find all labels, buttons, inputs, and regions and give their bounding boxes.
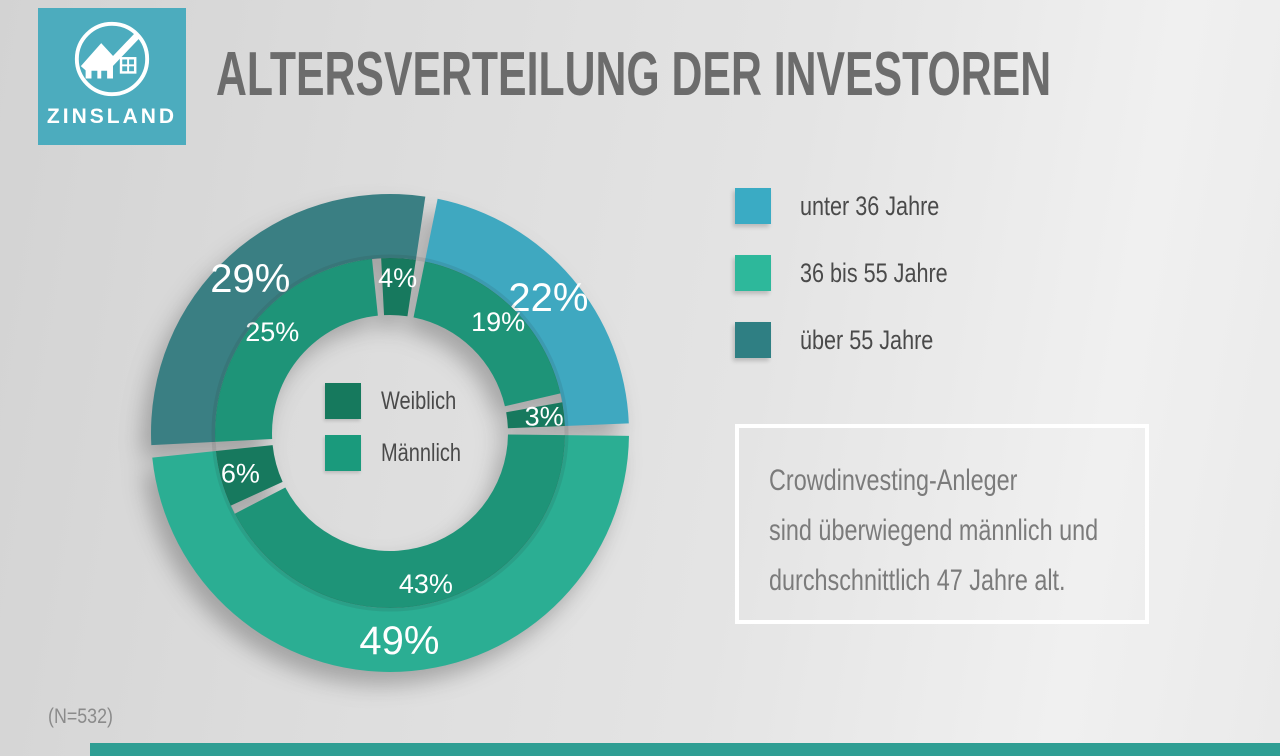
gender-legend-item-weiblich: Weiblich [325,383,481,419]
inner-segment-maennlich-36-bis-55-jahre [234,434,565,609]
age-legend-item-unter-36: unter 36 Jahre [735,188,985,224]
segment-value-label: 19% [471,307,525,337]
summary-box: Crowdinvesting-Anleger sind überwiegend … [735,424,1149,624]
maennlich-color-swatch [325,435,361,471]
weiblich-color-swatch [325,383,361,419]
segment-value-label: 6% [221,459,260,489]
segment-value-label: 22% [508,276,588,320]
outer-segment-ueber-55-jahre [151,194,426,446]
page-title: ALTERSVERTEILUNG DER INVESTOREN [216,40,1052,109]
zinsland-logo-icon [74,21,150,97]
segment-value-label: 25% [245,317,299,347]
gender-legend-item-maennlich: Männlich [325,435,481,471]
zinsland-logo: ZINSLAND [38,8,186,145]
age-legend-label: unter 36 Jahre [800,190,940,221]
gender-legend-label: Weiblich [381,386,457,415]
inner-segment-weiblich-36-bis-55-jahre [215,445,283,506]
gender-legend-label: Männlich [381,438,462,467]
footer-accent-bar [90,743,1280,756]
donut-svg: 22% 49% 29% 19% 3% 43% 6% 25% 4% [151,194,629,672]
age-legend-item-36-bis-55: 36 bis 55 Jahre [735,255,985,291]
inner-segment-weiblich-unter-36-jahre [506,402,565,429]
outer-segment-unter-36-jahre [424,198,629,426]
ring-boundary-shadow [211,254,569,612]
segment-value-label: 4% [378,263,417,293]
inner-segment-maennlich-ueber-55-jahre [214,258,378,442]
inner-segment-weiblich-ueber-55-jahre [381,257,416,317]
segment-value-label: 49% [359,619,439,663]
age-legend-label: 36 bis 55 Jahre [800,257,948,288]
age-legend-item-ueber-55: über 55 Jahre [735,322,985,358]
gender-legend: Weiblich Männlich [325,383,481,471]
segment-value-label: 29% [210,257,290,301]
summary-line-3: durchschnittlich 47 Jahre alt. [769,564,1066,597]
inner-segment-maennlich-unter-36-jahre [413,261,561,407]
outer-segment-36-bis-55-jahre [152,435,629,672]
age-legend-label: über 55 Jahre [800,324,934,355]
36-bis-55-color-swatch [735,255,771,291]
zinsland-logo-text: ZINSLAND [46,105,178,128]
segment-value-label: 43% [399,569,453,599]
age-legend: unter 36 Jahre 36 bis 55 Jahre über 55 J… [735,188,985,358]
donut-chart: 22% 49% 29% 19% 3% 43% 6% 25% 4% Weiblich Männli… [128,172,652,696]
summary-line-1: Crowdinvesting-Anleger [769,464,1018,497]
unter-36-color-swatch [735,188,771,224]
sample-size-note: (N=532) [48,705,113,728]
segment-value-label: 3% [525,401,564,431]
ueber-55-color-swatch [735,322,771,358]
summary-line-2: sind überwiegend männlich und [769,514,1099,547]
